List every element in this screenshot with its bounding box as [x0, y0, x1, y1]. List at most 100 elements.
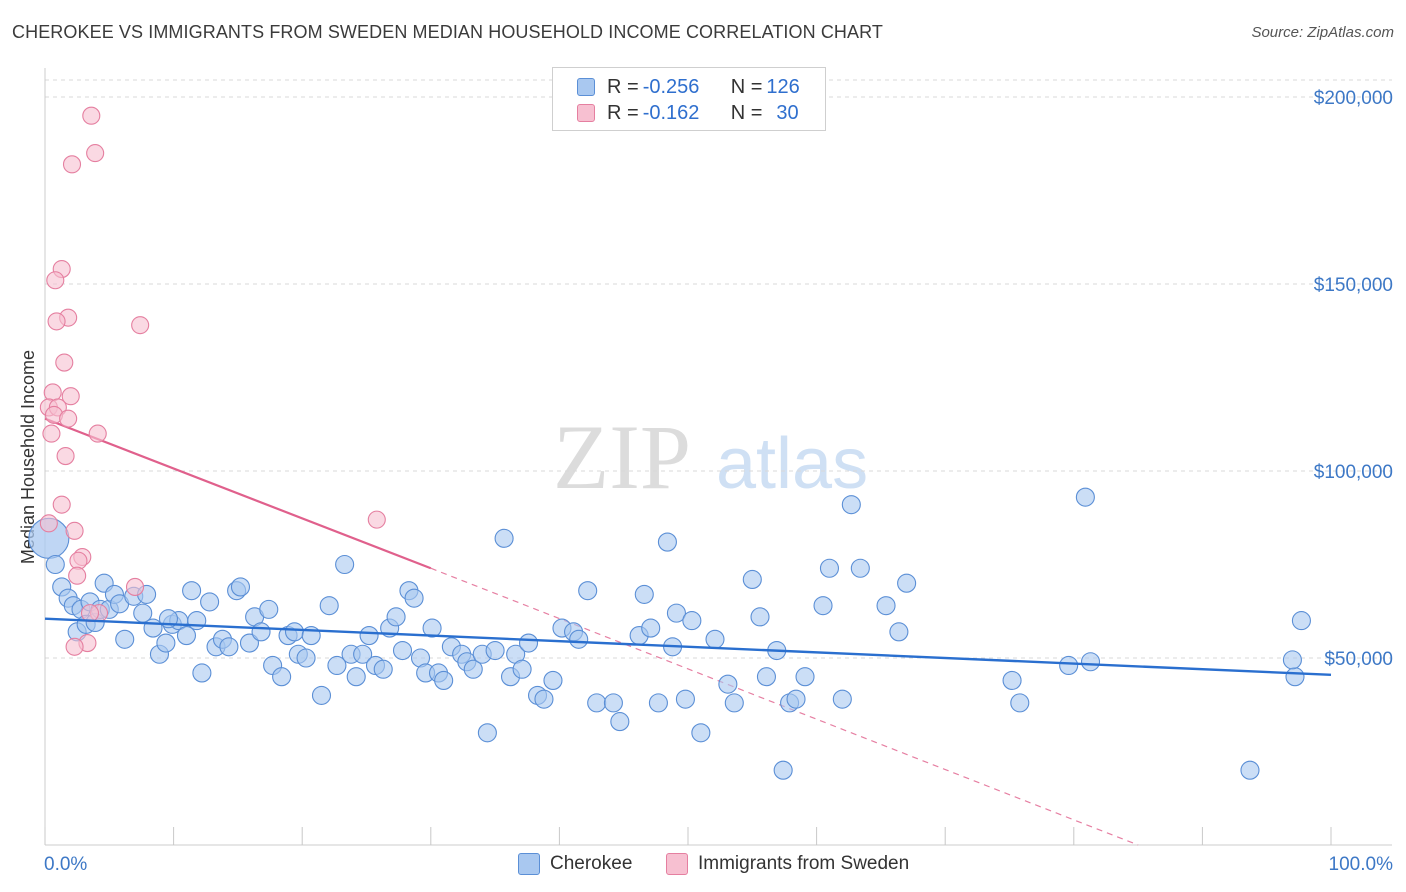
cherokee-point: [115, 629, 135, 649]
cherokee-point: [750, 607, 770, 627]
cherokee-point: [603, 693, 623, 713]
legend-n-value: 30: [776, 101, 799, 124]
cherokee-point: [156, 633, 176, 653]
cherokee-point: [353, 644, 373, 664]
cherokee-point: [795, 667, 815, 687]
sweden-point: [46, 271, 65, 290]
axes: [44, 68, 1392, 846]
cherokee-point: [494, 528, 514, 548]
cherokee-point: [786, 689, 806, 709]
cherokee-point: [682, 611, 702, 631]
cherokee-trend-line: [44, 617, 1332, 677]
legend-row-sweden: R = -0.162 N = 30: [577, 101, 799, 125]
sweden-point: [65, 637, 84, 656]
sweden-point: [367, 510, 386, 529]
sweden-point: [86, 144, 105, 163]
sweden-point: [47, 312, 66, 331]
cherokee-point: [718, 674, 738, 694]
source-label: Source: ZipAtlas.com: [1251, 24, 1394, 41]
chart-title: CHEROKEE VS IMMIGRANTS FROM SWEDEN MEDIA…: [12, 22, 884, 42]
cherokee-point: [1002, 670, 1022, 690]
sweden-point: [82, 106, 101, 125]
cherokee-point: [373, 659, 393, 679]
cherokee-point: [230, 577, 251, 597]
cherokee-point: [485, 640, 505, 661]
cherokee-point: [392, 640, 413, 661]
cherokee-point: [1010, 693, 1030, 713]
cherokee-point: [897, 573, 917, 593]
cherokee-point: [434, 670, 454, 690]
sweden-point: [125, 577, 145, 596]
sweden-point: [88, 424, 107, 443]
cherokee-swatch: [518, 853, 540, 875]
cherokee-point: [518, 633, 539, 653]
gridlines: [45, 79, 1392, 659]
cherokee-point: [311, 685, 332, 705]
watermark-zip: ZIP: [553, 406, 691, 508]
cherokee-point: [534, 689, 554, 709]
y-tick-label: $100,000: [1314, 462, 1393, 483]
cherokee-point: [850, 558, 870, 578]
cherokee-point: [386, 607, 406, 627]
cherokee-point: [742, 569, 762, 590]
cherokee-point: [832, 689, 852, 709]
cherokee-point: [1291, 611, 1311, 631]
sweden-points: [39, 106, 386, 656]
cherokee-point: [176, 626, 197, 646]
cherokee-point: [841, 495, 861, 515]
x-tick-label: 100.0%: [1329, 854, 1394, 875]
cherokee-point: [422, 618, 442, 638]
sweden-point: [56, 446, 75, 466]
bottom-legend-cherokee: Cherokee: [518, 851, 632, 877]
cherokee-point: [319, 596, 339, 616]
cherokee-point: [259, 599, 279, 619]
cherokee-point: [296, 648, 316, 668]
cherokee-point: [543, 670, 563, 690]
y-tick-label: $150,000: [1314, 275, 1393, 296]
legend-r-value: -0.256: [642, 75, 700, 98]
y-axis-label: Median Household Income: [18, 350, 38, 564]
cherokee-point: [756, 667, 776, 687]
cherokee-point: [143, 618, 163, 638]
cherokee-point: [724, 693, 744, 713]
cherokee-point: [251, 622, 271, 642]
legend-row-cherokee: R = -0.256 N = 126: [577, 75, 800, 99]
cherokee-point: [657, 532, 677, 552]
sweden-point: [39, 514, 58, 533]
legend-r-value: -0.162: [642, 101, 700, 124]
bottom-legend-cherokee-label: Cherokee: [550, 853, 633, 874]
legend-n-label: N =: [730, 75, 763, 98]
cherokee-point: [587, 693, 607, 713]
cherokee-point: [239, 633, 260, 653]
cherokee-point: [346, 667, 366, 687]
legend-r-label: R =: [607, 75, 639, 98]
cherokee-point: [512, 659, 532, 679]
sweden-point: [61, 387, 80, 406]
cherokee-point: [819, 558, 840, 578]
cherokee-point: [219, 637, 239, 657]
cherokee-point: [876, 596, 896, 616]
bottom-legend-sweden-label: Immigrants from Sweden: [698, 853, 910, 874]
cherokee-point: [335, 554, 355, 575]
cherokee-point: [666, 603, 686, 623]
cherokee-point: [691, 723, 711, 743]
cherokee-point: [187, 611, 207, 631]
bottom-legend-sweden: Immigrants from Sweden: [666, 851, 909, 877]
cherokee-points: [28, 487, 1311, 780]
cherokee-point: [1075, 487, 1095, 507]
sweden-point: [55, 353, 74, 372]
legend-n-value: 126: [766, 75, 800, 98]
cherokee-point: [610, 712, 630, 732]
sweden-trend-solid: [44, 417, 432, 570]
sweden-swatch: [666, 853, 688, 875]
cherokee-point: [359, 626, 379, 646]
cherokee-point: [641, 618, 661, 638]
sweden-point: [52, 495, 71, 514]
y-tick-label: $200,000: [1314, 88, 1393, 109]
sweden-point: [69, 551, 88, 570]
cherokee-point: [1059, 655, 1079, 676]
cherokee-point: [773, 760, 793, 780]
cherokee-point: [889, 622, 909, 642]
cherokee-point: [1080, 652, 1101, 672]
sweden-point: [59, 409, 78, 428]
